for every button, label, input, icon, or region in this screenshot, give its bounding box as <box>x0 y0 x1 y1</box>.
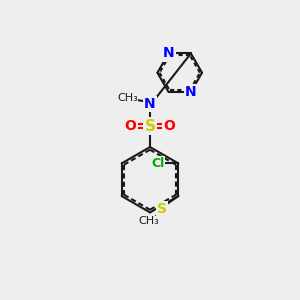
Text: S: S <box>145 119 155 134</box>
Text: O: O <box>125 119 136 133</box>
Text: Cl: Cl <box>151 157 164 170</box>
Text: N: N <box>144 97 156 111</box>
Text: N: N <box>163 46 174 60</box>
Text: N: N <box>185 85 197 99</box>
Text: O: O <box>164 119 175 133</box>
Text: CH₃: CH₃ <box>138 216 159 226</box>
Text: CH₃: CH₃ <box>117 93 138 103</box>
Text: S: S <box>157 202 167 216</box>
